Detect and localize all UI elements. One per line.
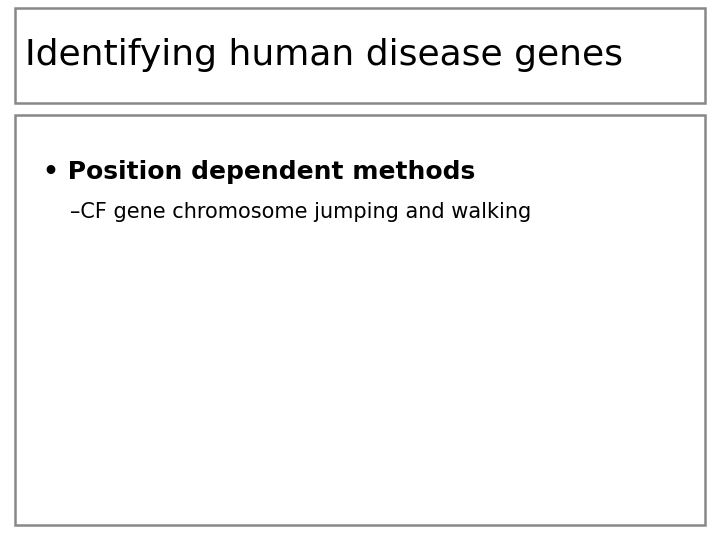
Text: –CF gene chromosome jumping and walking: –CF gene chromosome jumping and walking — [70, 202, 531, 222]
Bar — [15, 8, 705, 103]
Bar — [15, 115, 705, 525]
Text: Identifying human disease genes: Identifying human disease genes — [25, 38, 623, 72]
Text: • Position dependent methods: • Position dependent methods — [43, 160, 475, 184]
